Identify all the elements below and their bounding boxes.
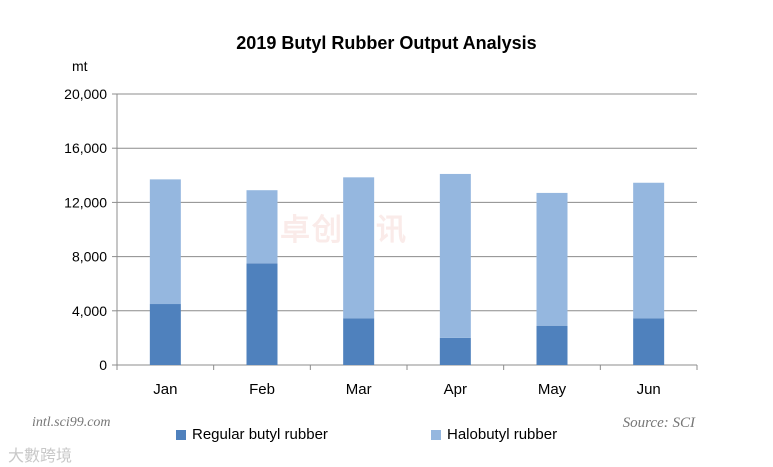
- y-tick-label: 12,000: [64, 194, 107, 210]
- y-tick-label: 8,000: [72, 249, 107, 265]
- bottom-watermark: 大數跨境: [8, 448, 73, 465]
- bar-regular-butyl-jun: [633, 318, 665, 365]
- bar-regular-butyl-apr: [439, 337, 471, 365]
- x-tick-label: Feb: [249, 381, 275, 398]
- bar-halobutyl-mar: [343, 177, 375, 319]
- legend-label-halobutyl: Halobutyl rubber: [447, 426, 558, 443]
- x-tick-label: May: [538, 381, 567, 398]
- y-tick-label: 0: [99, 357, 107, 373]
- bar-regular-butyl-mar: [343, 318, 375, 365]
- legend-item-halobutyl: Halobutyl rubber: [431, 426, 557, 443]
- watermark-logo-text: 卓创资讯: [280, 205, 408, 249]
- bar-regular-butyl-feb: [246, 263, 278, 365]
- y-tick-label: 16,000: [64, 140, 107, 156]
- y-tick-label: 4,000: [72, 303, 107, 319]
- bar-halobutyl-feb: [246, 190, 278, 264]
- x-tick-label: Jun: [637, 381, 661, 398]
- x-tick-label: Mar: [346, 381, 372, 398]
- bar-halobutyl-jan: [149, 179, 181, 305]
- x-tick-label: Jan: [153, 381, 177, 398]
- legend-swatch-halobutyl: [431, 429, 441, 440]
- x-tick-label: Apr: [444, 381, 467, 398]
- bar-regular-butyl-jan: [149, 304, 181, 365]
- bar-regular-butyl-may: [536, 325, 568, 365]
- bar-halobutyl-may: [536, 192, 568, 326]
- y-axis-unit-label: mt: [72, 58, 88, 74]
- bar-halobutyl-jun: [633, 182, 665, 319]
- y-tick-label: 20,000: [64, 86, 107, 102]
- source-credit: Source: SCI: [622, 415, 695, 431]
- source-website: intl.sci99.com: [32, 415, 111, 430]
- bar-halobutyl-apr: [439, 173, 471, 338]
- legend-swatch-regular-butyl: [176, 429, 186, 440]
- legend-item-regular-butyl: Regular butyl rubber: [176, 426, 328, 443]
- chart-title: 2019 Butyl Rubber Output Analysis: [236, 33, 537, 53]
- legend-label-regular-butyl: Regular butyl rubber: [192, 426, 328, 443]
